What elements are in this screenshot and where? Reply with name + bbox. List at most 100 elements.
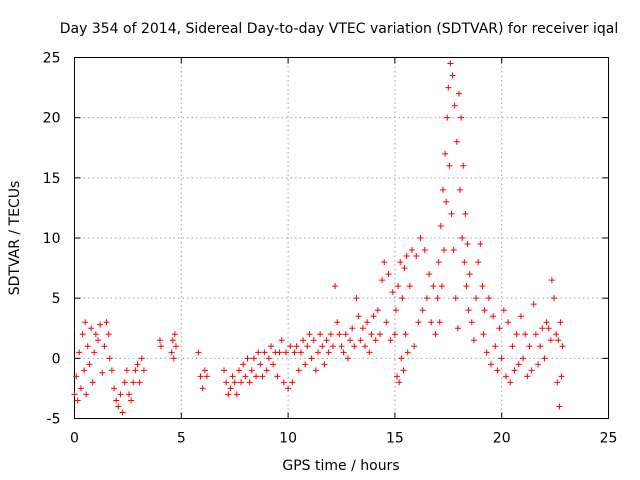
axis-ticks: 0 5 10 15 20 25 -5 0 5 10 15 20 25 bbox=[43, 51, 618, 447]
data-point bbox=[261, 349, 268, 356]
data-point bbox=[417, 235, 424, 241]
data-point bbox=[197, 373, 204, 380]
y-tick-label: -5 bbox=[47, 412, 61, 428]
data-point bbox=[293, 343, 300, 350]
data-point bbox=[530, 301, 537, 308]
data-point bbox=[505, 319, 512, 326]
data-point bbox=[509, 343, 516, 350]
data-point bbox=[121, 379, 128, 386]
data-point bbox=[259, 373, 266, 380]
data-point bbox=[263, 367, 270, 374]
data-point bbox=[170, 355, 177, 362]
data-point bbox=[231, 379, 238, 386]
x-tick-label: 25 bbox=[600, 431, 618, 447]
data-point bbox=[488, 361, 495, 368]
data-point bbox=[291, 349, 298, 356]
data-point bbox=[447, 60, 454, 67]
data-point bbox=[480, 331, 487, 338]
data-point bbox=[366, 349, 373, 356]
data-point bbox=[556, 403, 563, 410]
data-point bbox=[541, 355, 548, 362]
y-tick-label: 0 bbox=[52, 351, 61, 367]
data-point bbox=[92, 331, 99, 338]
data-point bbox=[368, 331, 375, 338]
data-point bbox=[280, 379, 287, 386]
data-point bbox=[134, 361, 141, 368]
data-point bbox=[532, 331, 539, 338]
data-point bbox=[404, 349, 411, 356]
data-point bbox=[461, 259, 468, 266]
data-point bbox=[438, 283, 445, 290]
data-point bbox=[513, 331, 520, 338]
data-point bbox=[436, 319, 443, 326]
data-point bbox=[475, 259, 482, 266]
data-point bbox=[172, 343, 179, 350]
data-point bbox=[238, 379, 245, 386]
data-point bbox=[545, 325, 552, 332]
data-point bbox=[398, 355, 405, 362]
data-point bbox=[492, 343, 499, 350]
data-point bbox=[242, 373, 249, 380]
data-point bbox=[458, 114, 465, 121]
data-point bbox=[403, 253, 410, 260]
data-point bbox=[494, 367, 501, 374]
x-tick-label: 15 bbox=[386, 431, 404, 447]
data-point bbox=[76, 349, 83, 356]
data-point bbox=[370, 313, 377, 320]
data-point bbox=[123, 367, 130, 374]
data-point bbox=[432, 331, 439, 338]
data-point bbox=[82, 319, 89, 326]
data-point bbox=[71, 391, 78, 398]
data-point bbox=[413, 253, 420, 260]
data-point bbox=[394, 373, 401, 380]
data-point bbox=[223, 379, 230, 386]
data-point bbox=[270, 361, 277, 368]
data-point bbox=[515, 361, 522, 368]
data-point bbox=[278, 337, 285, 344]
data-point bbox=[74, 397, 81, 404]
data-point bbox=[351, 343, 358, 350]
data-point bbox=[97, 321, 104, 328]
data-point bbox=[468, 319, 475, 326]
data-point bbox=[537, 343, 544, 350]
data-point bbox=[479, 283, 486, 290]
data-point bbox=[265, 355, 272, 362]
data-point bbox=[520, 355, 527, 362]
data-point bbox=[464, 241, 471, 248]
data-point bbox=[73, 373, 80, 380]
data-point bbox=[111, 385, 118, 392]
data-point bbox=[430, 283, 437, 290]
y-tick-label: 15 bbox=[43, 171, 61, 187]
data-point bbox=[83, 391, 90, 398]
data-point bbox=[156, 337, 163, 344]
data-point bbox=[323, 337, 330, 344]
data-point bbox=[437, 222, 444, 229]
data-point bbox=[130, 379, 137, 386]
data-point bbox=[543, 319, 550, 326]
data-point bbox=[554, 379, 561, 386]
data-point bbox=[128, 397, 135, 404]
data-point bbox=[302, 361, 309, 368]
data-point bbox=[428, 319, 435, 326]
data-point bbox=[465, 307, 472, 314]
data-point bbox=[168, 349, 175, 356]
data-point bbox=[235, 367, 242, 374]
data-point bbox=[349, 325, 356, 332]
data-point bbox=[91, 349, 98, 356]
data-point bbox=[246, 379, 253, 386]
data-point bbox=[334, 319, 341, 326]
data-point bbox=[297, 349, 304, 356]
data-point bbox=[421, 247, 428, 254]
data-point bbox=[445, 84, 452, 91]
data-point bbox=[327, 331, 334, 338]
data-point bbox=[361, 343, 368, 350]
chart-title: Day 354 of 2014, Sidereal Day-to-day VTE… bbox=[60, 21, 618, 37]
data-point bbox=[451, 102, 458, 109]
data-point bbox=[84, 343, 91, 350]
data-point bbox=[507, 379, 514, 386]
data-point bbox=[555, 337, 562, 344]
data-point bbox=[389, 289, 396, 296]
data-point bbox=[496, 325, 503, 332]
x-tick-label: 20 bbox=[493, 431, 511, 447]
